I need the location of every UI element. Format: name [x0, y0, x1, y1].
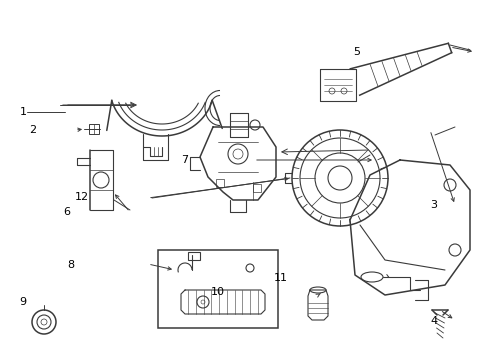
Bar: [253, 184, 261, 192]
Text: 12: 12: [74, 192, 89, 202]
Text: 3: 3: [430, 200, 437, 210]
Text: 4: 4: [430, 316, 438, 326]
Text: 7: 7: [181, 155, 189, 165]
Text: 11: 11: [273, 273, 288, 283]
Text: 2: 2: [29, 125, 37, 135]
Text: 1: 1: [20, 107, 27, 117]
Bar: [158, 250, 278, 328]
Text: 8: 8: [67, 260, 74, 270]
Text: 9: 9: [20, 297, 27, 307]
Text: 6: 6: [64, 207, 71, 217]
Text: 5: 5: [353, 47, 360, 57]
Text: 10: 10: [211, 287, 225, 297]
Bar: [89, 124, 99, 134]
Bar: [216, 179, 224, 187]
Bar: [188, 252, 200, 260]
